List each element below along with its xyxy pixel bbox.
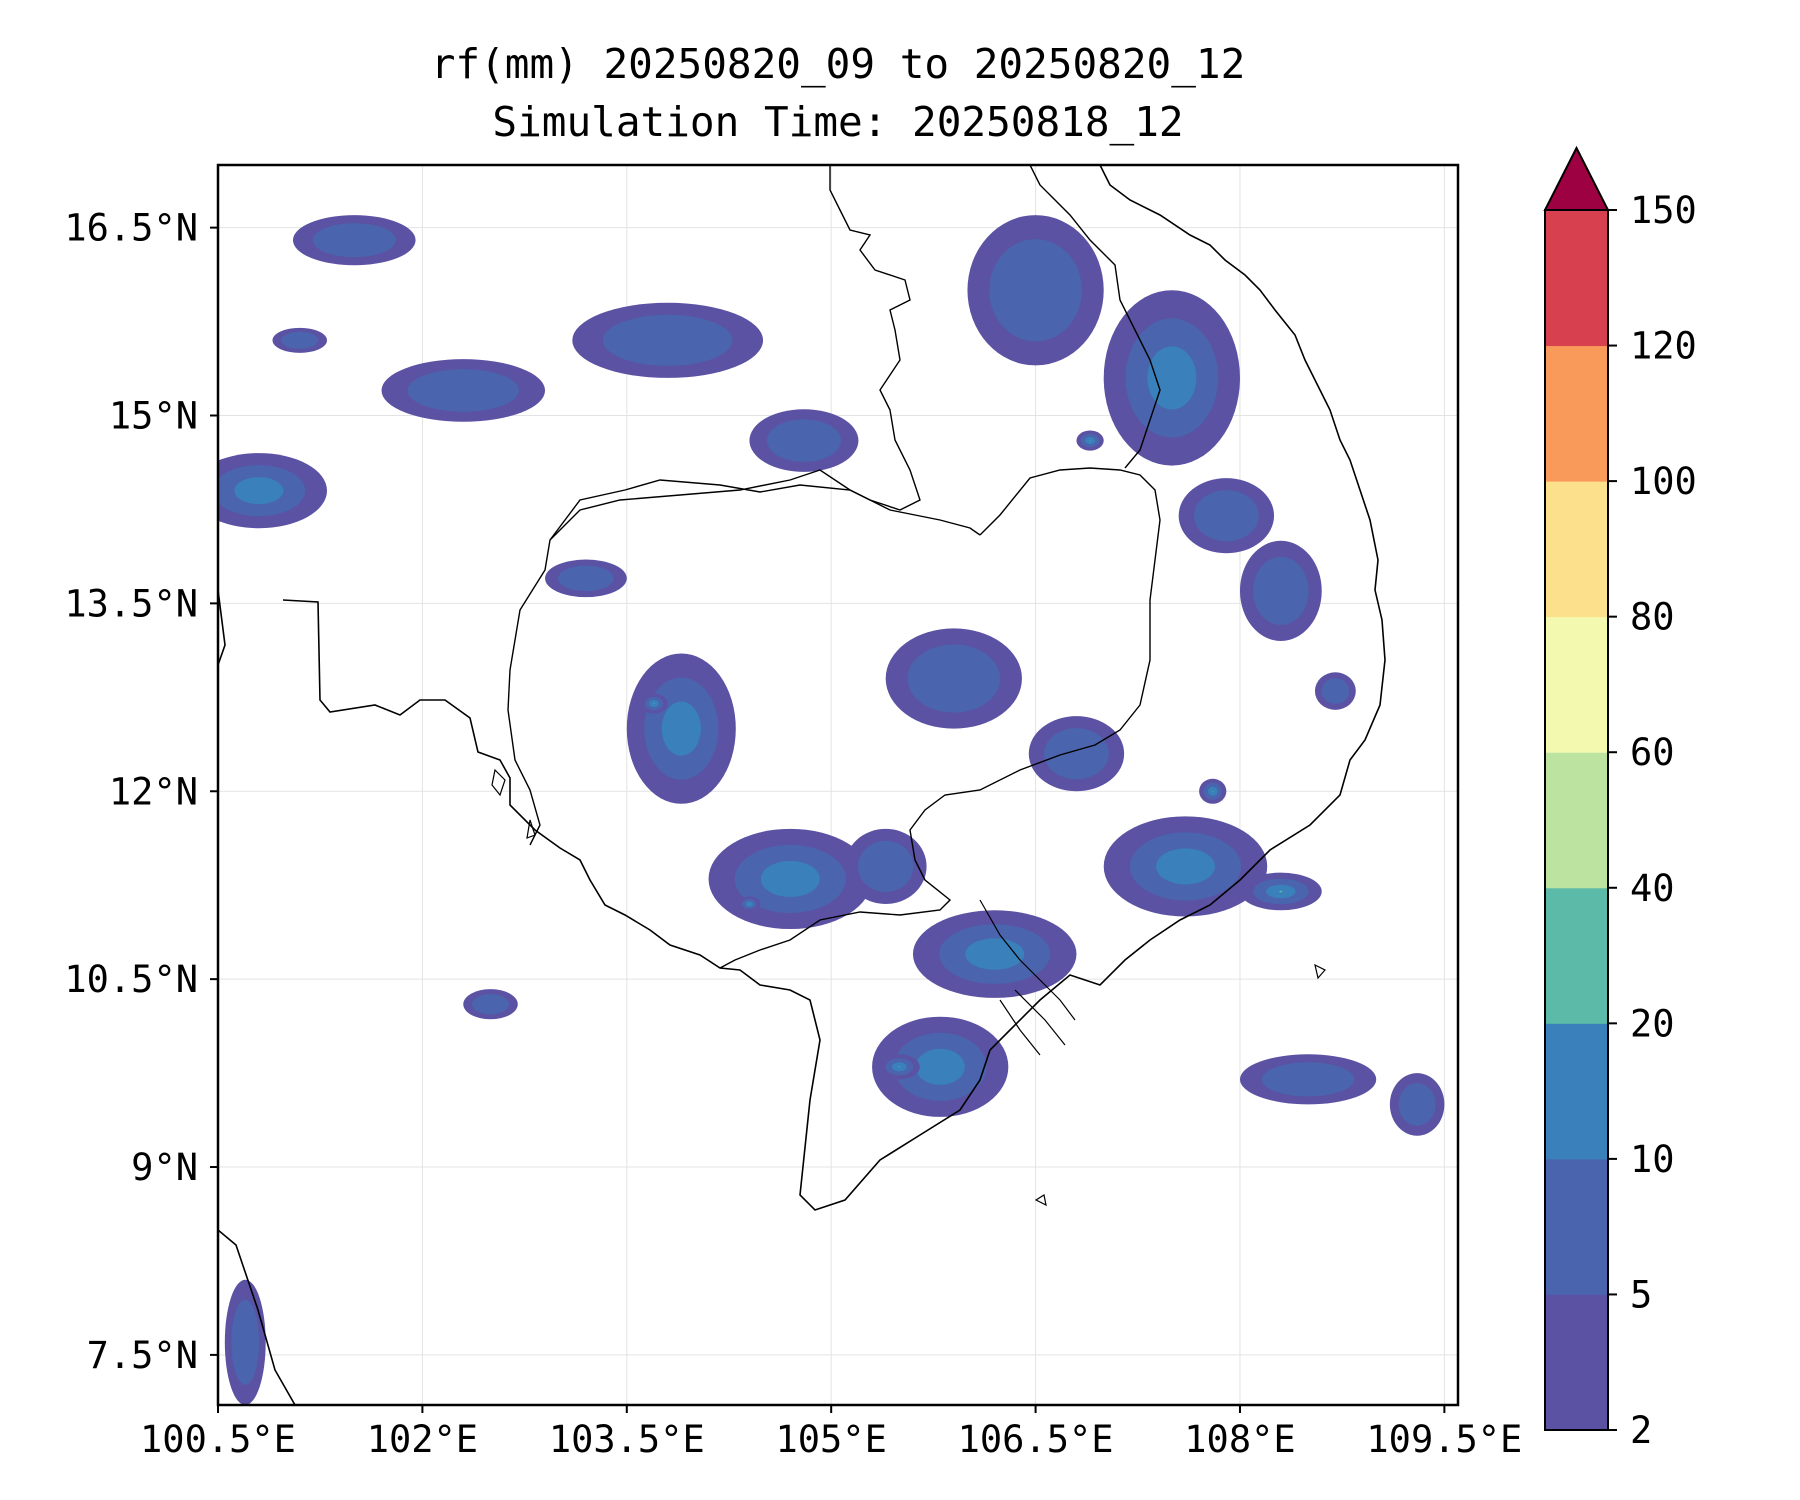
latitude-ticks: 16.5°N 15°N 13.5°N 12°N 10.5°N 9°N 7.5°N	[64, 207, 218, 1377]
y-tick-label: 16.5°N	[64, 207, 198, 250]
colorbar-extend-arrow	[1543, 145, 1610, 211]
rain-contour	[766, 419, 841, 462]
y-tick-label: 13.5°N	[64, 582, 198, 625]
rain-contour	[1193, 490, 1259, 542]
x-tick-label: 102°E	[367, 1418, 478, 1461]
rain-contour	[661, 701, 701, 756]
rain-contour	[1156, 848, 1215, 885]
rain-contour	[1212, 790, 1214, 792]
x-tick-label: 105°E	[775, 1418, 886, 1461]
colorbar-tick-label: 100	[1630, 460, 1697, 503]
graticule	[218, 165, 1458, 1405]
colorbar-tick-label: 80	[1630, 596, 1675, 639]
rain-contour	[602, 314, 733, 366]
colorbar-outline	[1544, 209, 1609, 1431]
y-tick-label: 10.5°N	[64, 958, 198, 1001]
x-tick-label: 100.5°E	[140, 1418, 296, 1461]
rain-contour	[1321, 678, 1350, 704]
colorbar-segment	[1545, 1294, 1608, 1431]
rain-contour	[1261, 1062, 1355, 1097]
colorbar-tick-label: 150	[1630, 189, 1697, 232]
colorbar-tick-label: 40	[1630, 867, 1675, 910]
border-laos	[549, 165, 1161, 541]
y-tick-label: 7.5°N	[87, 1334, 198, 1377]
colorbar-tick-label: 120	[1630, 325, 1697, 368]
longitude-ticks: 100.5°E 102°E 103.5°E 105°E 106.5°E 108°E 109.…	[140, 1405, 1522, 1461]
y-tick-label: 9°N	[131, 1146, 198, 1189]
y-tick-label: 12°N	[109, 770, 198, 813]
coastlines-and-borders	[218, 165, 1386, 1405]
colorbar-segment	[1545, 752, 1608, 889]
colorbar-tick-label: 2	[1630, 1409, 1652, 1452]
islands	[491, 768, 1326, 1207]
rain-contour	[1279, 890, 1283, 893]
rain-contour	[760, 860, 820, 897]
rain-contour	[281, 331, 319, 349]
x-tick-label: 108°E	[1184, 1418, 1295, 1461]
colorbar-tick-label: 5	[1630, 1273, 1652, 1316]
rain-contour	[407, 369, 519, 412]
rain-contour	[231, 1299, 260, 1385]
rain-contour	[1398, 1083, 1436, 1126]
rain-contour	[1253, 556, 1309, 625]
x-tick-label: 109.5°E	[1366, 1418, 1522, 1461]
rain-contour	[748, 903, 750, 905]
rain-contour	[1044, 728, 1109, 780]
rain-contour	[1089, 440, 1091, 441]
coastline-gulf-of-thailand	[218, 165, 1386, 1405]
rain-contour	[898, 1066, 901, 1068]
border-thailand-cambodia	[507, 479, 981, 846]
mekong-delta-river	[979, 899, 1076, 1056]
rain-contour	[915, 1048, 965, 1085]
x-tick-label: 106.5°E	[958, 1418, 1114, 1461]
colorbar-segment	[1545, 481, 1608, 618]
rain-contour	[907, 644, 1001, 713]
colorbar-segment	[1545, 1158, 1608, 1295]
x-tick-label: 103.5°E	[549, 1418, 705, 1461]
colorbar-segment	[1545, 887, 1608, 1024]
rain-contour	[558, 565, 614, 592]
rain-contour	[1147, 346, 1197, 410]
border-cambodia-vietnam	[719, 467, 1161, 969]
rain-contour	[234, 477, 284, 505]
rain-contour	[312, 223, 396, 258]
colorbar-segment	[1545, 1023, 1608, 1160]
map-title-line2: Simulation Time: 20250818_12	[492, 98, 1184, 146]
colorbar: 2 5 10 20 40 60 80 100 120 150	[1543, 145, 1697, 1452]
colorbar-tick-label: 10	[1630, 1138, 1675, 1181]
colorbar-segment	[1545, 616, 1608, 753]
map-plot-area	[218, 165, 1458, 1405]
y-tick-label: 15°N	[109, 395, 198, 438]
colorbar-tick-label: 60	[1630, 731, 1675, 774]
rain-contour	[989, 239, 1082, 342]
map-frame	[216, 163, 1460, 1407]
map-title-line1: rf(mm) 20250820_09 to 20250820_12	[430, 40, 1246, 88]
rain-contour	[857, 840, 914, 892]
rain-contour	[471, 993, 510, 1015]
rain-contour	[653, 703, 655, 704]
colorbar-tick-label: 20	[1630, 1002, 1675, 1045]
rainfall-field	[218, 215, 1445, 1405]
colorbar-segment	[1545, 210, 1608, 347]
colorbar-segment	[1545, 345, 1608, 482]
